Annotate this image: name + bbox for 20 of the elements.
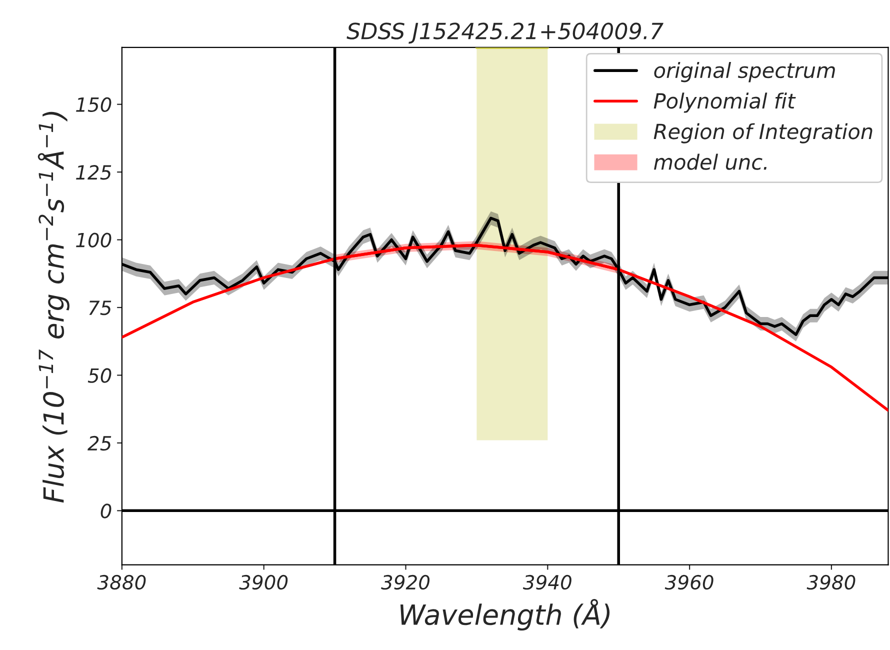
y-tick-label: 0 — [100, 504, 112, 518]
x-tick-label: 3880 — [97, 574, 146, 590]
chart-title: SDSS J152425.21+504009.7 — [346, 22, 664, 44]
y-tick-label: 125 — [76, 165, 112, 180]
x-tick-label: 3900 — [239, 574, 288, 590]
y-tick-label: 100 — [76, 232, 112, 248]
y-tick-label: 150 — [76, 97, 112, 112]
y-tick-label: 75 — [89, 300, 112, 316]
legend-label: model unc. — [654, 154, 766, 170]
x-tick-label: 3920 — [381, 574, 430, 590]
x-tick-label: 3940 — [522, 574, 572, 590]
x-tick-label: 3980 — [806, 574, 856, 590]
text: Flux (10$^{−17}$ erg cm$^{−2}$s$^{−1}$Å$^{−1}$) — [38, 112, 70, 503]
legend-label: Region of Integration — [654, 123, 872, 144]
y-tick-label: 50 — [88, 368, 112, 383]
legend-label: Polynomial fit — [654, 92, 796, 113]
y-tick-label: 25 — [88, 436, 112, 451]
x-tick-label: 3960 — [664, 574, 714, 590]
x-axis-title: Wavelength (Å) — [400, 598, 610, 631]
legend-label: original spectrum — [654, 62, 835, 82]
